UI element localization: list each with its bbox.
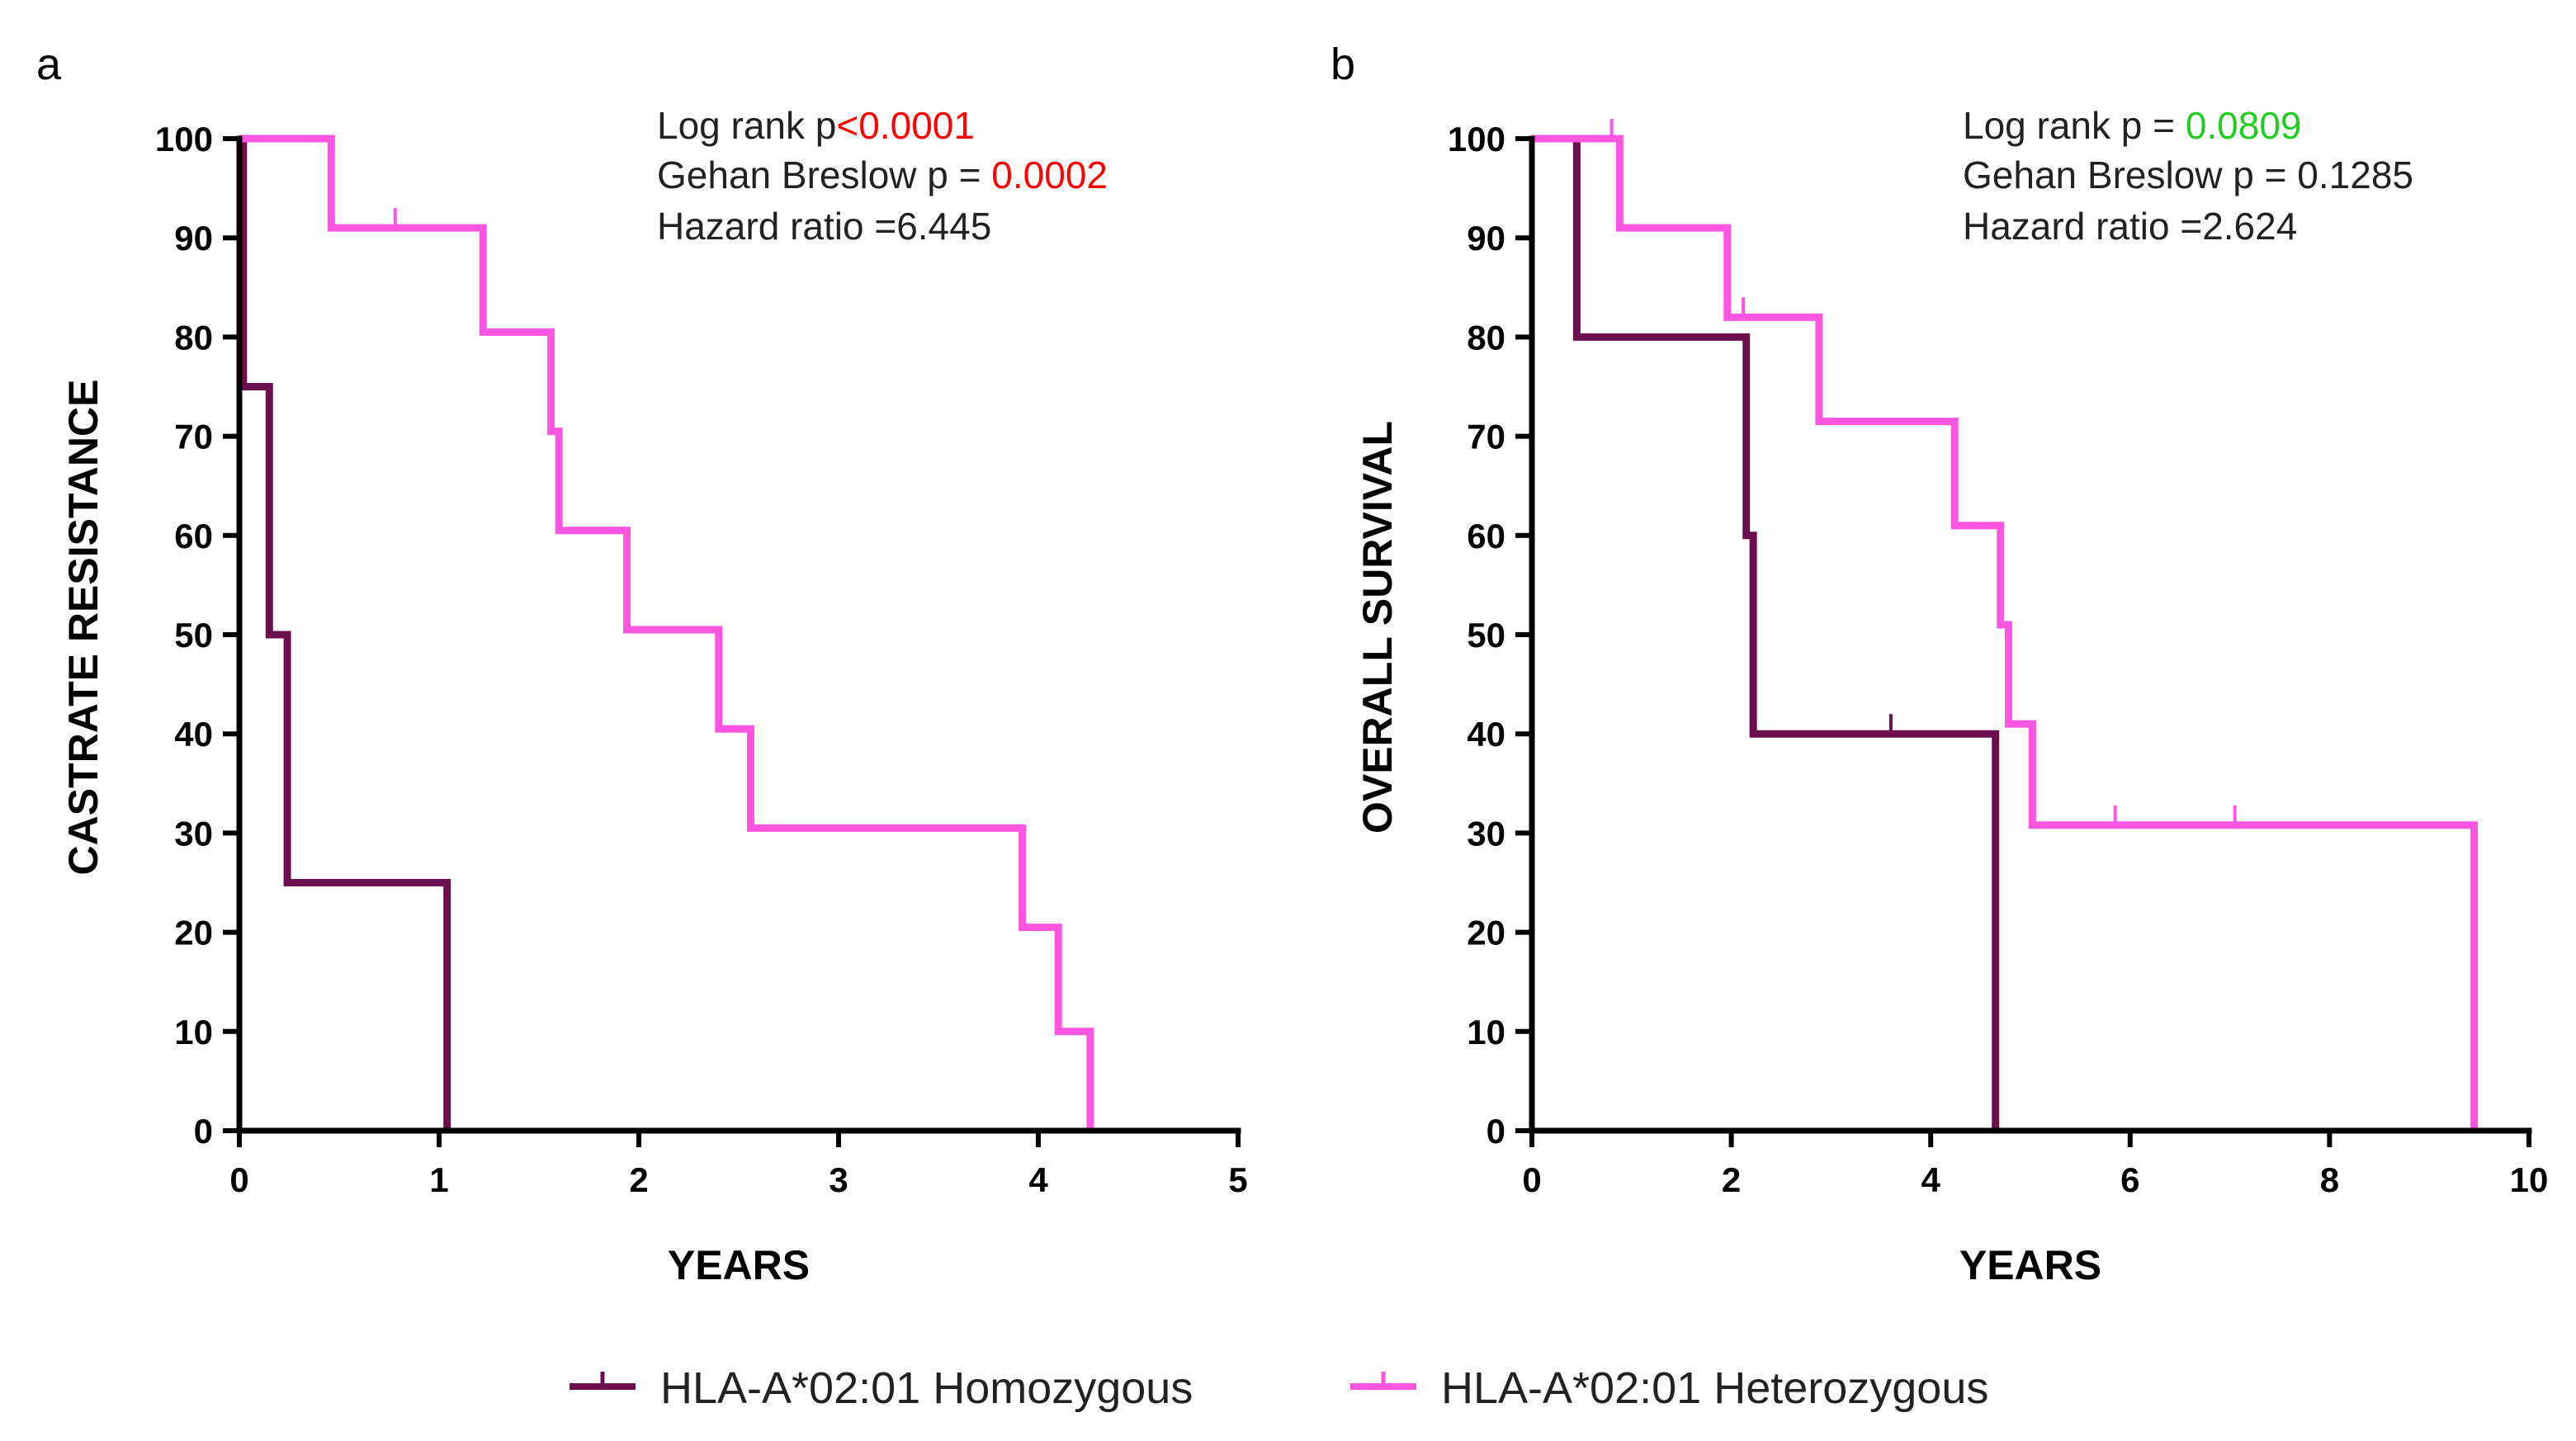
- panel-b-series-heterozygous-line: [1532, 135, 2479, 1131]
- panel-a-x-tick-label-1: 1: [429, 1160, 448, 1199]
- panel-a-series-heterozygous-line: [239, 135, 1094, 1131]
- panel-b-x-tick-label-4: 4: [1921, 1160, 1941, 1199]
- panel-b-y-tick-label-70: 70: [1467, 418, 1505, 456]
- panel-b-x-axis-title: YEARS: [1959, 1242, 2101, 1288]
- panel-a-y-tick-label-60: 60: [174, 517, 213, 555]
- panel-b-x-tick-label-6: 6: [2120, 1160, 2139, 1199]
- panel-a-y-tick-label-0: 0: [194, 1112, 213, 1150]
- panel-b-log-rank: Log rank p = 0.0809: [1963, 104, 2302, 147]
- panel-b-y-tick-label-10: 10: [1467, 1013, 1505, 1051]
- panel-b-stats: Log rank p = 0.0809 Gehan Breslow p = 0.…: [1963, 104, 2413, 248]
- legend-item-heterozygous: HLA-A*02:01 Heterozygous: [1350, 1363, 1988, 1413]
- panel-b-y-tick-label-40: 40: [1467, 715, 1505, 754]
- panel-b-y-tick-label-90: 90: [1467, 219, 1505, 257]
- panel-a-stats: Log rank p<0.0001 Gehan Breslow p = 0.00…: [657, 104, 1108, 248]
- legend: HLA-A*02:01 Homozygous HLA-A*02:01 Heter…: [570, 1363, 1988, 1413]
- panel-a-hazard-ratio: Hazard ratio =6.445: [657, 205, 991, 248]
- panel-b-series: [1532, 119, 2479, 1131]
- panel-a-y-tick-label-90: 90: [174, 219, 213, 257]
- legend-item-homozygous: HLA-A*02:01 Homozygous: [570, 1363, 1193, 1413]
- panel-a-series: [239, 135, 1094, 1131]
- panel-b-y-tick-label-30: 30: [1467, 814, 1505, 853]
- panel-a-y-tick-label-10: 10: [174, 1013, 213, 1051]
- panel-b-y-tick-label-0: 0: [1487, 1112, 1505, 1150]
- panel-b-y-axis-title: OVERALL SURVIVAL: [1354, 421, 1401, 834]
- panel-a-y-axis-title: CASTRATE RESISTANCE: [60, 380, 106, 876]
- panel-a-y-tick-label-30: 30: [174, 814, 213, 853]
- panel-b-hazard-ratio: Hazard ratio =2.624: [1963, 205, 2297, 248]
- panel-a-label: a: [36, 40, 62, 89]
- panel-b-x-tick-label-8: 8: [2320, 1160, 2339, 1199]
- panel-b-y-tick-label-20: 20: [1467, 914, 1505, 952]
- legend-label-heterozygous: HLA-A*02:01 Heterozygous: [1441, 1363, 1988, 1413]
- panel-a-y-tick-label-70: 70: [174, 418, 213, 456]
- panel-a-x-axis-title: YEARS: [668, 1242, 810, 1288]
- panel-a-x-tick-label-0: 0: [229, 1160, 248, 1199]
- panel-a-gehan-breslow: Gehan Breslow p = 0.0002: [657, 154, 1108, 196]
- panel-a-x-tick-label-4: 4: [1028, 1160, 1048, 1199]
- panel-b-series-homozygous-line: [1532, 135, 2000, 1131]
- panel-a-x-tick-label-2: 2: [629, 1160, 648, 1199]
- panel-a-y-tick-label-40: 40: [174, 715, 213, 754]
- panel-a-x-tick-label-5: 5: [1228, 1160, 1247, 1199]
- panel-a-x-tick-label-3: 3: [829, 1160, 848, 1199]
- panel-a-y-tick-label-100: 100: [155, 120, 213, 158]
- panel-a-log-rank: Log rank p<0.0001: [657, 104, 975, 147]
- panel-a-y-tick-label-50: 50: [174, 616, 213, 654]
- panel-b-label: b: [1331, 40, 1355, 89]
- panel-b-y-tick-label-50: 50: [1467, 616, 1505, 654]
- panel-b-gehan-breslow: Gehan Breslow p = 0.1285: [1963, 154, 2413, 196]
- panel-b-x-tick-label-2: 2: [1722, 1160, 1741, 1199]
- panel-b-x-tick-label-10: 10: [2510, 1160, 2549, 1199]
- panel-a-y-tick-label-20: 20: [174, 914, 213, 952]
- panel-b-y-tick-label-100: 100: [1448, 120, 1505, 158]
- panel-a-y-tick-label-80: 80: [174, 318, 213, 357]
- legend-label-homozygous: HLA-A*02:01 Homozygous: [660, 1363, 1193, 1413]
- panel-b-y-tick-label-60: 60: [1467, 517, 1505, 555]
- panel-b-x-tick-label-0: 0: [1522, 1160, 1541, 1199]
- panel-a-series-homozygous-line: [239, 135, 451, 1131]
- panel-b-y-tick-label-80: 80: [1467, 318, 1505, 357]
